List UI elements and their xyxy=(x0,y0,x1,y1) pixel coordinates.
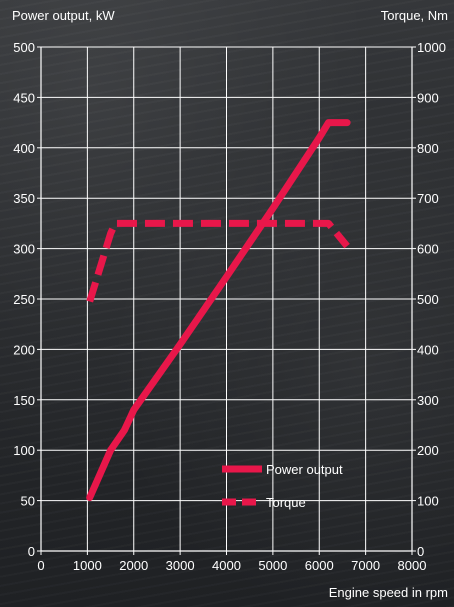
legend: Power output Torque xyxy=(222,462,343,510)
x-tick-label: 4000 xyxy=(212,558,241,573)
legend-label-power-output: Power output xyxy=(266,462,343,477)
y-left-tick-label: 150 xyxy=(13,393,35,408)
y-left-tick-label: 500 xyxy=(13,40,35,55)
x-axis-label: Engine speed in rpm xyxy=(329,585,448,600)
y-right-tick-label: 1000 xyxy=(417,40,446,55)
y-right-tick-label: 700 xyxy=(417,191,439,206)
x-tick-label: 0 xyxy=(37,558,44,573)
x-tick-label: 1000 xyxy=(73,558,102,573)
left-axis-label: Power output, kW xyxy=(12,8,115,23)
y-right-tick-label: 600 xyxy=(417,242,439,257)
x-tick-label: 5000 xyxy=(258,558,287,573)
series-line-power-output xyxy=(86,119,351,502)
right-axis-label: Torque, Nm xyxy=(381,8,448,23)
y-left-tick-label: 200 xyxy=(13,342,35,357)
y-left-tick-label: 350 xyxy=(13,191,35,206)
y-left-tick-label: 100 xyxy=(13,443,35,458)
y-left-tick-label: 0 xyxy=(28,544,35,559)
x-tick-label: 8000 xyxy=(398,558,427,573)
y-left-tick-label: 450 xyxy=(13,90,35,105)
x-tick-label: 2000 xyxy=(119,558,148,573)
y-right-tick-label: 500 xyxy=(417,292,439,307)
axes: 0 1000 2000 3000 4000 5000 6000 7000 80000501001… xyxy=(13,40,446,573)
y-right-tick-label: 400 xyxy=(417,342,439,357)
y-right-tick-label: 200 xyxy=(417,443,439,458)
series-lines xyxy=(86,119,351,502)
y-right-tick-label: 900 xyxy=(417,90,439,105)
y-left-tick-label: 400 xyxy=(13,141,35,156)
y-right-tick-label: 100 xyxy=(417,494,439,509)
y-right-tick-label: 800 xyxy=(417,141,439,156)
x-tick-label: 6000 xyxy=(305,558,334,573)
x-tick-label: 3000 xyxy=(166,558,195,573)
grid xyxy=(41,46,412,551)
series-line-torque xyxy=(86,219,350,303)
x-tick-label: 7000 xyxy=(351,558,380,573)
y-right-tick-label: 300 xyxy=(417,393,439,408)
y-left-tick-label: 250 xyxy=(13,292,35,307)
y-left-tick-label: 300 xyxy=(13,242,35,257)
legend-label-torque: Torque xyxy=(266,495,306,510)
y-left-tick-label: 50 xyxy=(21,494,35,509)
y-right-tick-label: 0 xyxy=(417,544,424,559)
